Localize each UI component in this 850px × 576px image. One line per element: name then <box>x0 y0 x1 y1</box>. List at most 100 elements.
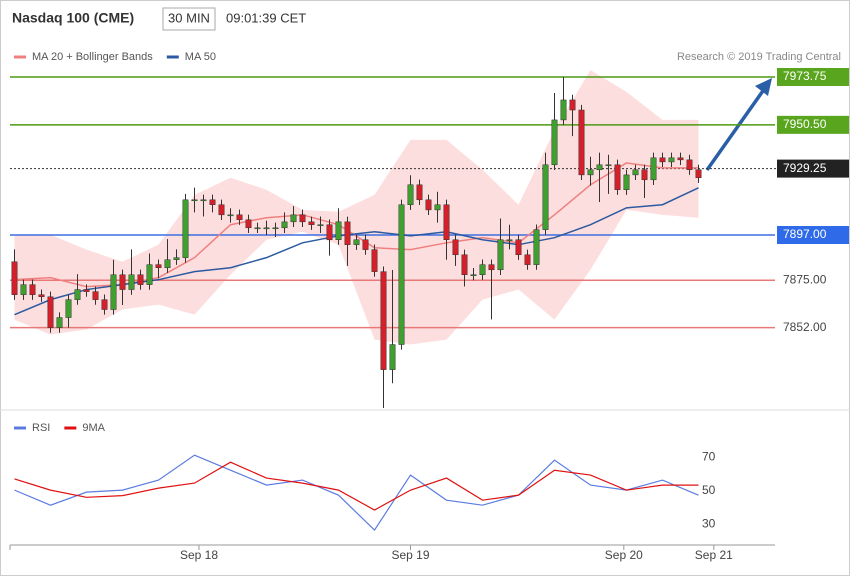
candle-body <box>641 169 648 181</box>
candle-body <box>596 164 603 170</box>
instrument-title: Nasdaq 100 (CME) <box>12 10 134 26</box>
candle-body <box>146 264 153 285</box>
level-label: 7875.00 <box>783 272 827 286</box>
candle-body <box>20 284 27 295</box>
y-tick-label: 50 <box>702 483 716 497</box>
legend-label: 9MA <box>82 422 105 434</box>
credit: Research © 2019 Trading Central <box>677 51 841 63</box>
candle-body <box>389 344 396 370</box>
ma-line <box>14 187 699 316</box>
candle-body <box>488 264 495 271</box>
candle-body <box>632 169 639 176</box>
x-tick-label: Sep 20 <box>605 548 643 562</box>
candle-body <box>362 239 369 250</box>
candle-body <box>137 274 144 285</box>
y-tick-label: 70 <box>702 449 716 463</box>
candle-body <box>272 227 279 230</box>
x-tick-label: Sep 18 <box>180 548 218 562</box>
arrow-head <box>755 78 772 96</box>
candle-body <box>263 227 270 230</box>
candle-body <box>587 169 594 176</box>
rsi-line <box>14 454 699 532</box>
candle-body <box>650 157 657 181</box>
candle-body <box>56 317 63 328</box>
candle-body <box>281 221 288 229</box>
candle-body <box>83 289 90 292</box>
candle-body <box>308 221 315 225</box>
candle-body <box>452 239 459 256</box>
candle-body <box>245 219 252 229</box>
level-tag <box>777 67 849 86</box>
candle-body <box>38 294 45 298</box>
candle-body <box>344 221 351 245</box>
level-tag <box>777 159 849 178</box>
level-tag <box>777 226 849 244</box>
candle-body <box>74 289 81 300</box>
candle-body <box>47 296 54 328</box>
candle-body <box>209 199 216 205</box>
x-tick-label: Sep 19 <box>391 548 429 562</box>
candle-body <box>578 109 585 176</box>
candle-body <box>515 239 522 256</box>
candle-body <box>92 291 99 300</box>
candle-body <box>461 254 468 275</box>
candle-body <box>155 264 162 268</box>
legend-label: MA 50 <box>185 51 216 63</box>
candle-body <box>551 119 558 166</box>
candle-body <box>353 239 360 245</box>
candle-body <box>677 157 684 161</box>
candle-body <box>200 199 207 202</box>
candle-body <box>101 299 108 310</box>
candle-body <box>479 264 486 275</box>
level-tag <box>777 115 849 134</box>
candle-body <box>191 199 198 202</box>
x-tick-label: Sep 21 <box>695 548 733 562</box>
forecast-arrow <box>705 86 767 172</box>
candle-body <box>227 214 234 217</box>
candle-body <box>407 184 414 205</box>
candle-body <box>506 239 513 241</box>
candle-body <box>110 274 117 310</box>
candle-body <box>380 271 387 370</box>
candle-body <box>668 157 675 163</box>
candle-body <box>425 199 432 211</box>
candle-body <box>182 199 189 258</box>
candle-body <box>65 299 72 318</box>
candle-body <box>614 164 621 190</box>
candle-body <box>605 164 612 167</box>
time: 09:01:39 CET <box>226 10 306 25</box>
candle-body <box>317 224 324 226</box>
candle-body <box>290 214 297 223</box>
rsi-line <box>14 461 699 511</box>
candle-body <box>254 227 261 230</box>
interval-box <box>162 7 216 31</box>
candle-body <box>398 204 405 345</box>
candle-body <box>335 221 342 240</box>
interval: 30 MIN <box>168 10 210 25</box>
candle-body <box>371 249 378 272</box>
candle-body <box>164 259 171 268</box>
level-label: 7973.75 <box>783 69 827 83</box>
candle-body <box>119 274 126 290</box>
candle-body <box>326 224 333 240</box>
candle-body <box>29 284 36 295</box>
candle-body <box>128 274 135 290</box>
candle-body <box>659 157 666 163</box>
level-label: 7950.50 <box>783 117 827 131</box>
level-label: 7897.00 <box>783 227 827 241</box>
candle-body <box>569 99 576 111</box>
candle-body <box>416 184 423 201</box>
level-label: 7929.25 <box>783 161 827 175</box>
candle-body <box>524 254 531 265</box>
candle-body <box>686 159 693 170</box>
level-label: 7852.00 <box>783 320 827 334</box>
candle-body <box>470 274 477 276</box>
candle-body <box>434 204 441 211</box>
candle-body <box>533 229 540 265</box>
y-tick-label: 30 <box>702 516 716 530</box>
candle-body <box>443 204 450 240</box>
candle-body <box>560 99 567 121</box>
candle-body <box>623 174 630 190</box>
legend-label: RSI <box>32 422 50 434</box>
